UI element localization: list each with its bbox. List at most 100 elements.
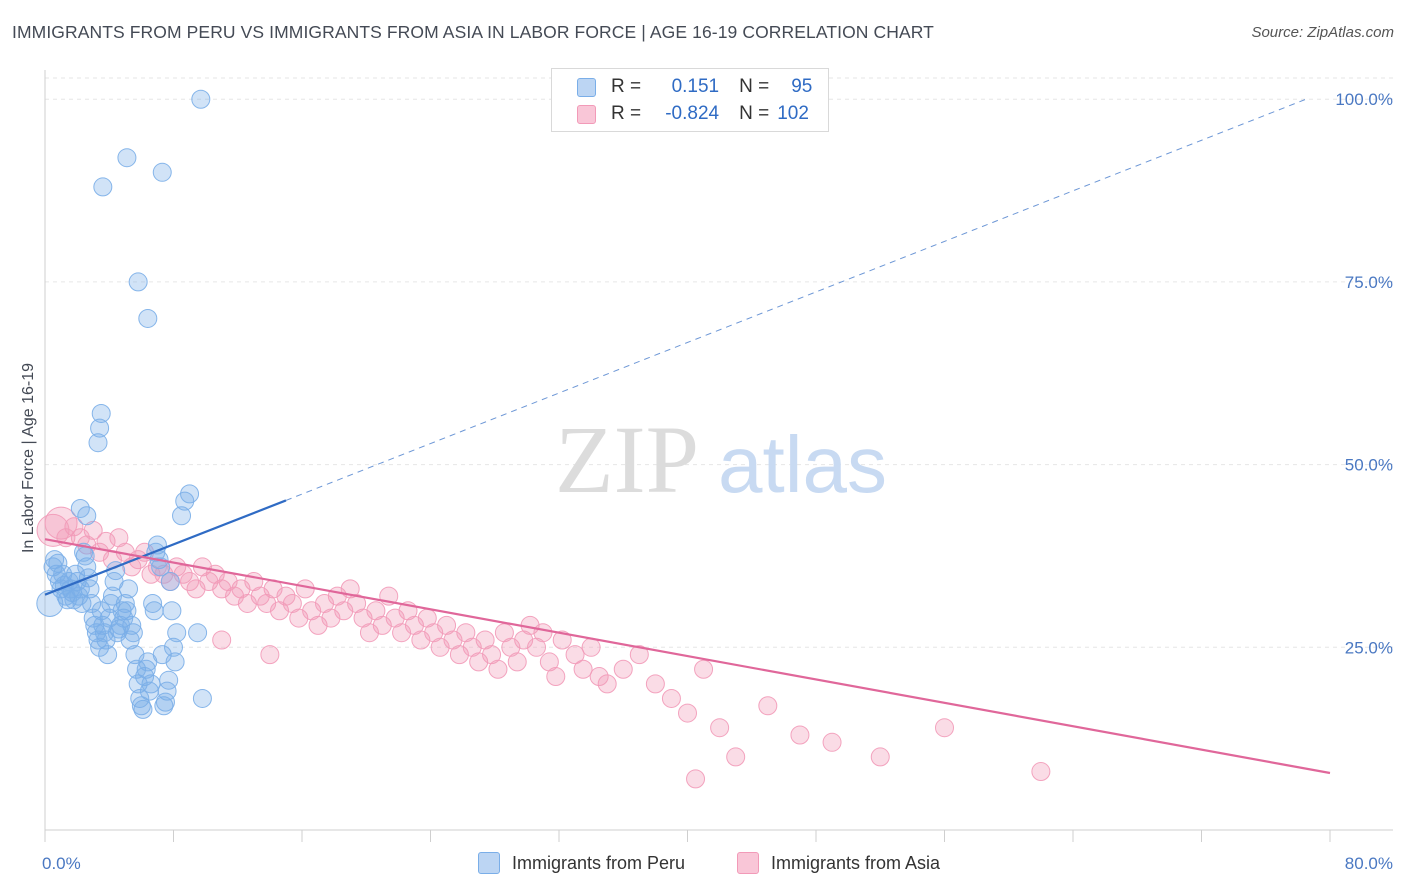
- source-credit: Source: ZipAtlas.com: [1251, 24, 1394, 41]
- peru-legend-label: Immigrants from Peru: [512, 852, 686, 873]
- peru-point: [191, 89, 211, 109]
- peru-point: [45, 550, 65, 570]
- peru-point: [72, 593, 92, 613]
- asia-point: [790, 725, 810, 745]
- asia-swatch: [577, 104, 596, 124]
- y-tick-label: 100.0%: [1335, 90, 1393, 109]
- asia-point: [710, 718, 730, 738]
- peru-point: [141, 674, 161, 694]
- peru-point: [91, 403, 111, 423]
- peru-point: [117, 148, 137, 168]
- peru-point: [144, 601, 164, 621]
- asia-point: [758, 696, 778, 716]
- asia-point: [597, 674, 617, 694]
- asia-point: [726, 747, 746, 767]
- peru-trend-line: [44, 499, 287, 596]
- peru-r-value: 0.151: [671, 76, 720, 97]
- peru-point: [88, 630, 108, 650]
- asia-point: [212, 630, 232, 650]
- peru-point: [119, 579, 139, 599]
- peru-point: [115, 593, 135, 613]
- asia-point: [678, 703, 697, 723]
- asia-n-label: N =: [739, 103, 770, 124]
- peru-point: [122, 615, 142, 635]
- legend-row-asia: R = -0.824 N = 102: [552, 100, 828, 128]
- peru-point: [90, 418, 110, 438]
- peru-points: [36, 89, 212, 719]
- peru-point: [188, 623, 208, 643]
- asia-r-label: R =: [611, 103, 642, 124]
- asia-point: [552, 630, 572, 650]
- y-tick-label: 75.0%: [1345, 273, 1393, 292]
- asia-point: [44, 506, 78, 540]
- peru-point: [128, 272, 148, 292]
- peru-point: [135, 667, 155, 687]
- peru-n-label: N =: [739, 76, 770, 97]
- asia-point: [661, 688, 681, 708]
- asia-point: [507, 652, 527, 672]
- peru-point: [136, 659, 156, 679]
- legend-item-asia: Immigrants from Asia: [737, 852, 940, 874]
- asia-legend-label: Immigrants from Asia: [771, 852, 941, 873]
- peru-point: [93, 177, 113, 197]
- asia-point: [613, 659, 633, 679]
- peru-n-value: 95: [791, 76, 813, 97]
- peru-point: [192, 688, 212, 708]
- peru-point: [82, 593, 102, 613]
- asia-point: [180, 572, 200, 592]
- asia-point: [573, 659, 593, 679]
- legend-row-peru: R = 0.151 N = 95: [552, 73, 828, 101]
- asia-point: [645, 674, 665, 694]
- asia-point: [589, 667, 609, 687]
- correlation-legend: R = 0.151 N = 95 R = -0.824 N = 102: [551, 68, 829, 132]
- peru-point: [130, 688, 150, 708]
- asia-point: [533, 623, 553, 643]
- legend-item-peru: Immigrants from Peru: [478, 852, 685, 874]
- asia-point: [546, 667, 566, 687]
- x-tick-labels: 0.0% 80.0%: [42, 854, 1393, 873]
- asia-point: [581, 637, 601, 657]
- asia-point: [935, 718, 954, 738]
- x-tick-label: 80.0%: [1345, 854, 1393, 873]
- asia-point: [488, 659, 508, 679]
- y-tick-labels: 25.0% 50.0% 75.0% 100.0%: [1335, 90, 1393, 657]
- watermark-atlas: atlas: [718, 420, 887, 509]
- peru-point: [160, 572, 180, 592]
- chart-title: IMMIGRANTS FROM PERU VS IMMIGRANTS FROM …: [12, 22, 934, 42]
- asia-point: [565, 645, 585, 665]
- asia-trend-line: [44, 538, 1331, 775]
- series-legend: Immigrants from Peru Immigrants from Asi…: [0, 852, 1406, 878]
- peru-point: [133, 699, 153, 719]
- peru-point: [77, 506, 97, 526]
- peru-legend-swatch: [478, 852, 500, 874]
- peru-point: [80, 579, 100, 599]
- peru-point: [90, 637, 110, 657]
- peru-point: [98, 645, 118, 665]
- asia-point: [686, 769, 706, 789]
- peru-point: [172, 506, 192, 526]
- peru-point: [159, 670, 179, 690]
- asia-point: [629, 645, 649, 665]
- peru-swatch: [577, 77, 596, 97]
- peru-point: [101, 593, 121, 613]
- y-axis-label: In Labor Force | Age 16-19: [20, 363, 37, 553]
- peru-point: [152, 162, 172, 182]
- peru-point: [162, 601, 182, 621]
- watermark: ZIP atlas: [555, 406, 887, 513]
- asia-r-value: -0.824: [665, 103, 720, 124]
- peru-point: [143, 593, 163, 613]
- peru-point: [88, 433, 108, 453]
- asia-n-value: 102: [777, 103, 809, 124]
- peru-point: [96, 630, 116, 650]
- watermark-zip: ZIP: [555, 406, 699, 513]
- peru-point: [91, 601, 111, 621]
- y-tick-label: 25.0%: [1345, 638, 1393, 657]
- peru-point: [138, 308, 158, 328]
- peru-trend-extension: [285, 98, 1307, 501]
- asia-point: [870, 747, 890, 767]
- asia-point: [694, 659, 714, 679]
- asia-points: [36, 506, 1051, 789]
- peru-point: [151, 557, 171, 577]
- peru-r-label: R =: [611, 76, 642, 97]
- asia-point: [295, 579, 315, 599]
